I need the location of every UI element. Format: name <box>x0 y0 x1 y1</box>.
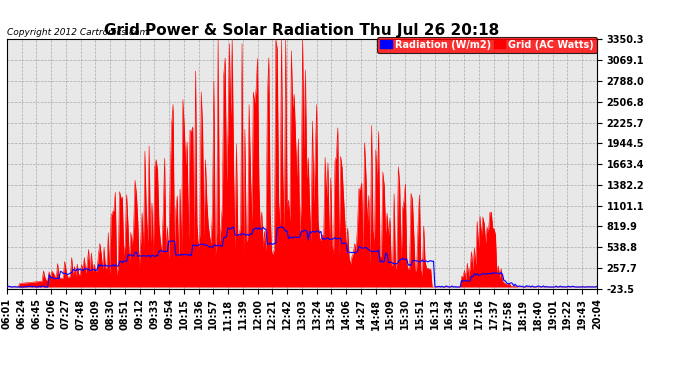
Text: Copyright 2012 Cartronics.com: Copyright 2012 Cartronics.com <box>7 28 148 37</box>
Title: Grid Power & Solar Radiation Thu Jul 26 20:18: Grid Power & Solar Radiation Thu Jul 26 … <box>104 23 500 38</box>
Legend: Radiation (W/m2), Grid (AC Watts): Radiation (W/m2), Grid (AC Watts) <box>377 37 597 53</box>
